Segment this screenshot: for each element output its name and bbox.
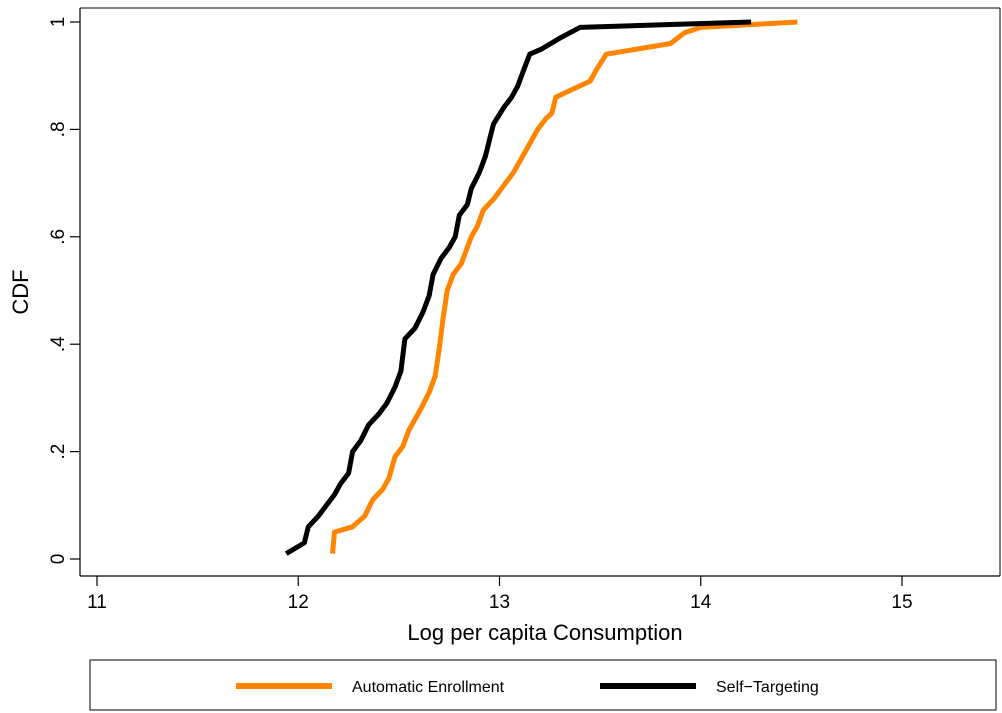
x-tick-label-12: 12 bbox=[288, 592, 309, 613]
y-tick-label-0.6: .6 bbox=[48, 229, 69, 245]
legend-label-self-targeting: Self−Targeting bbox=[716, 679, 819, 696]
y-ticks: 0 .2 .4 .6 .8 1 bbox=[48, 17, 80, 565]
x-tick-label-13: 13 bbox=[489, 592, 510, 613]
y-tick-label-0.8: .8 bbox=[48, 121, 69, 137]
legend-label-automatic-enrollment: Automatic Enrollment bbox=[352, 679, 505, 696]
legend: Automatic Enrollment Self−Targeting bbox=[89, 659, 997, 711]
y-axis-title: CDF bbox=[8, 269, 33, 314]
y-tick-label-0.4: .4 bbox=[48, 336, 69, 352]
series-lines bbox=[284, 19, 798, 556]
legend-box bbox=[89, 659, 997, 711]
x-tick-label-15: 15 bbox=[891, 592, 912, 613]
x-tick-label-11: 11 bbox=[87, 592, 107, 613]
x-tick-label-14: 14 bbox=[690, 592, 712, 613]
series-line-automatic-enrollment bbox=[330, 19, 798, 554]
y-tick-label-0: 0 bbox=[48, 554, 69, 565]
y-tick-label-1: 1 bbox=[48, 17, 69, 28]
x-axis-title: Log per capita Consumption bbox=[407, 620, 682, 645]
series-line-self-targeting bbox=[284, 19, 752, 556]
axes bbox=[79, 7, 1001, 577]
y-tick-label-0.2: .2 bbox=[48, 444, 69, 460]
x-ticks: 11 12 13 14 15 bbox=[87, 576, 913, 613]
